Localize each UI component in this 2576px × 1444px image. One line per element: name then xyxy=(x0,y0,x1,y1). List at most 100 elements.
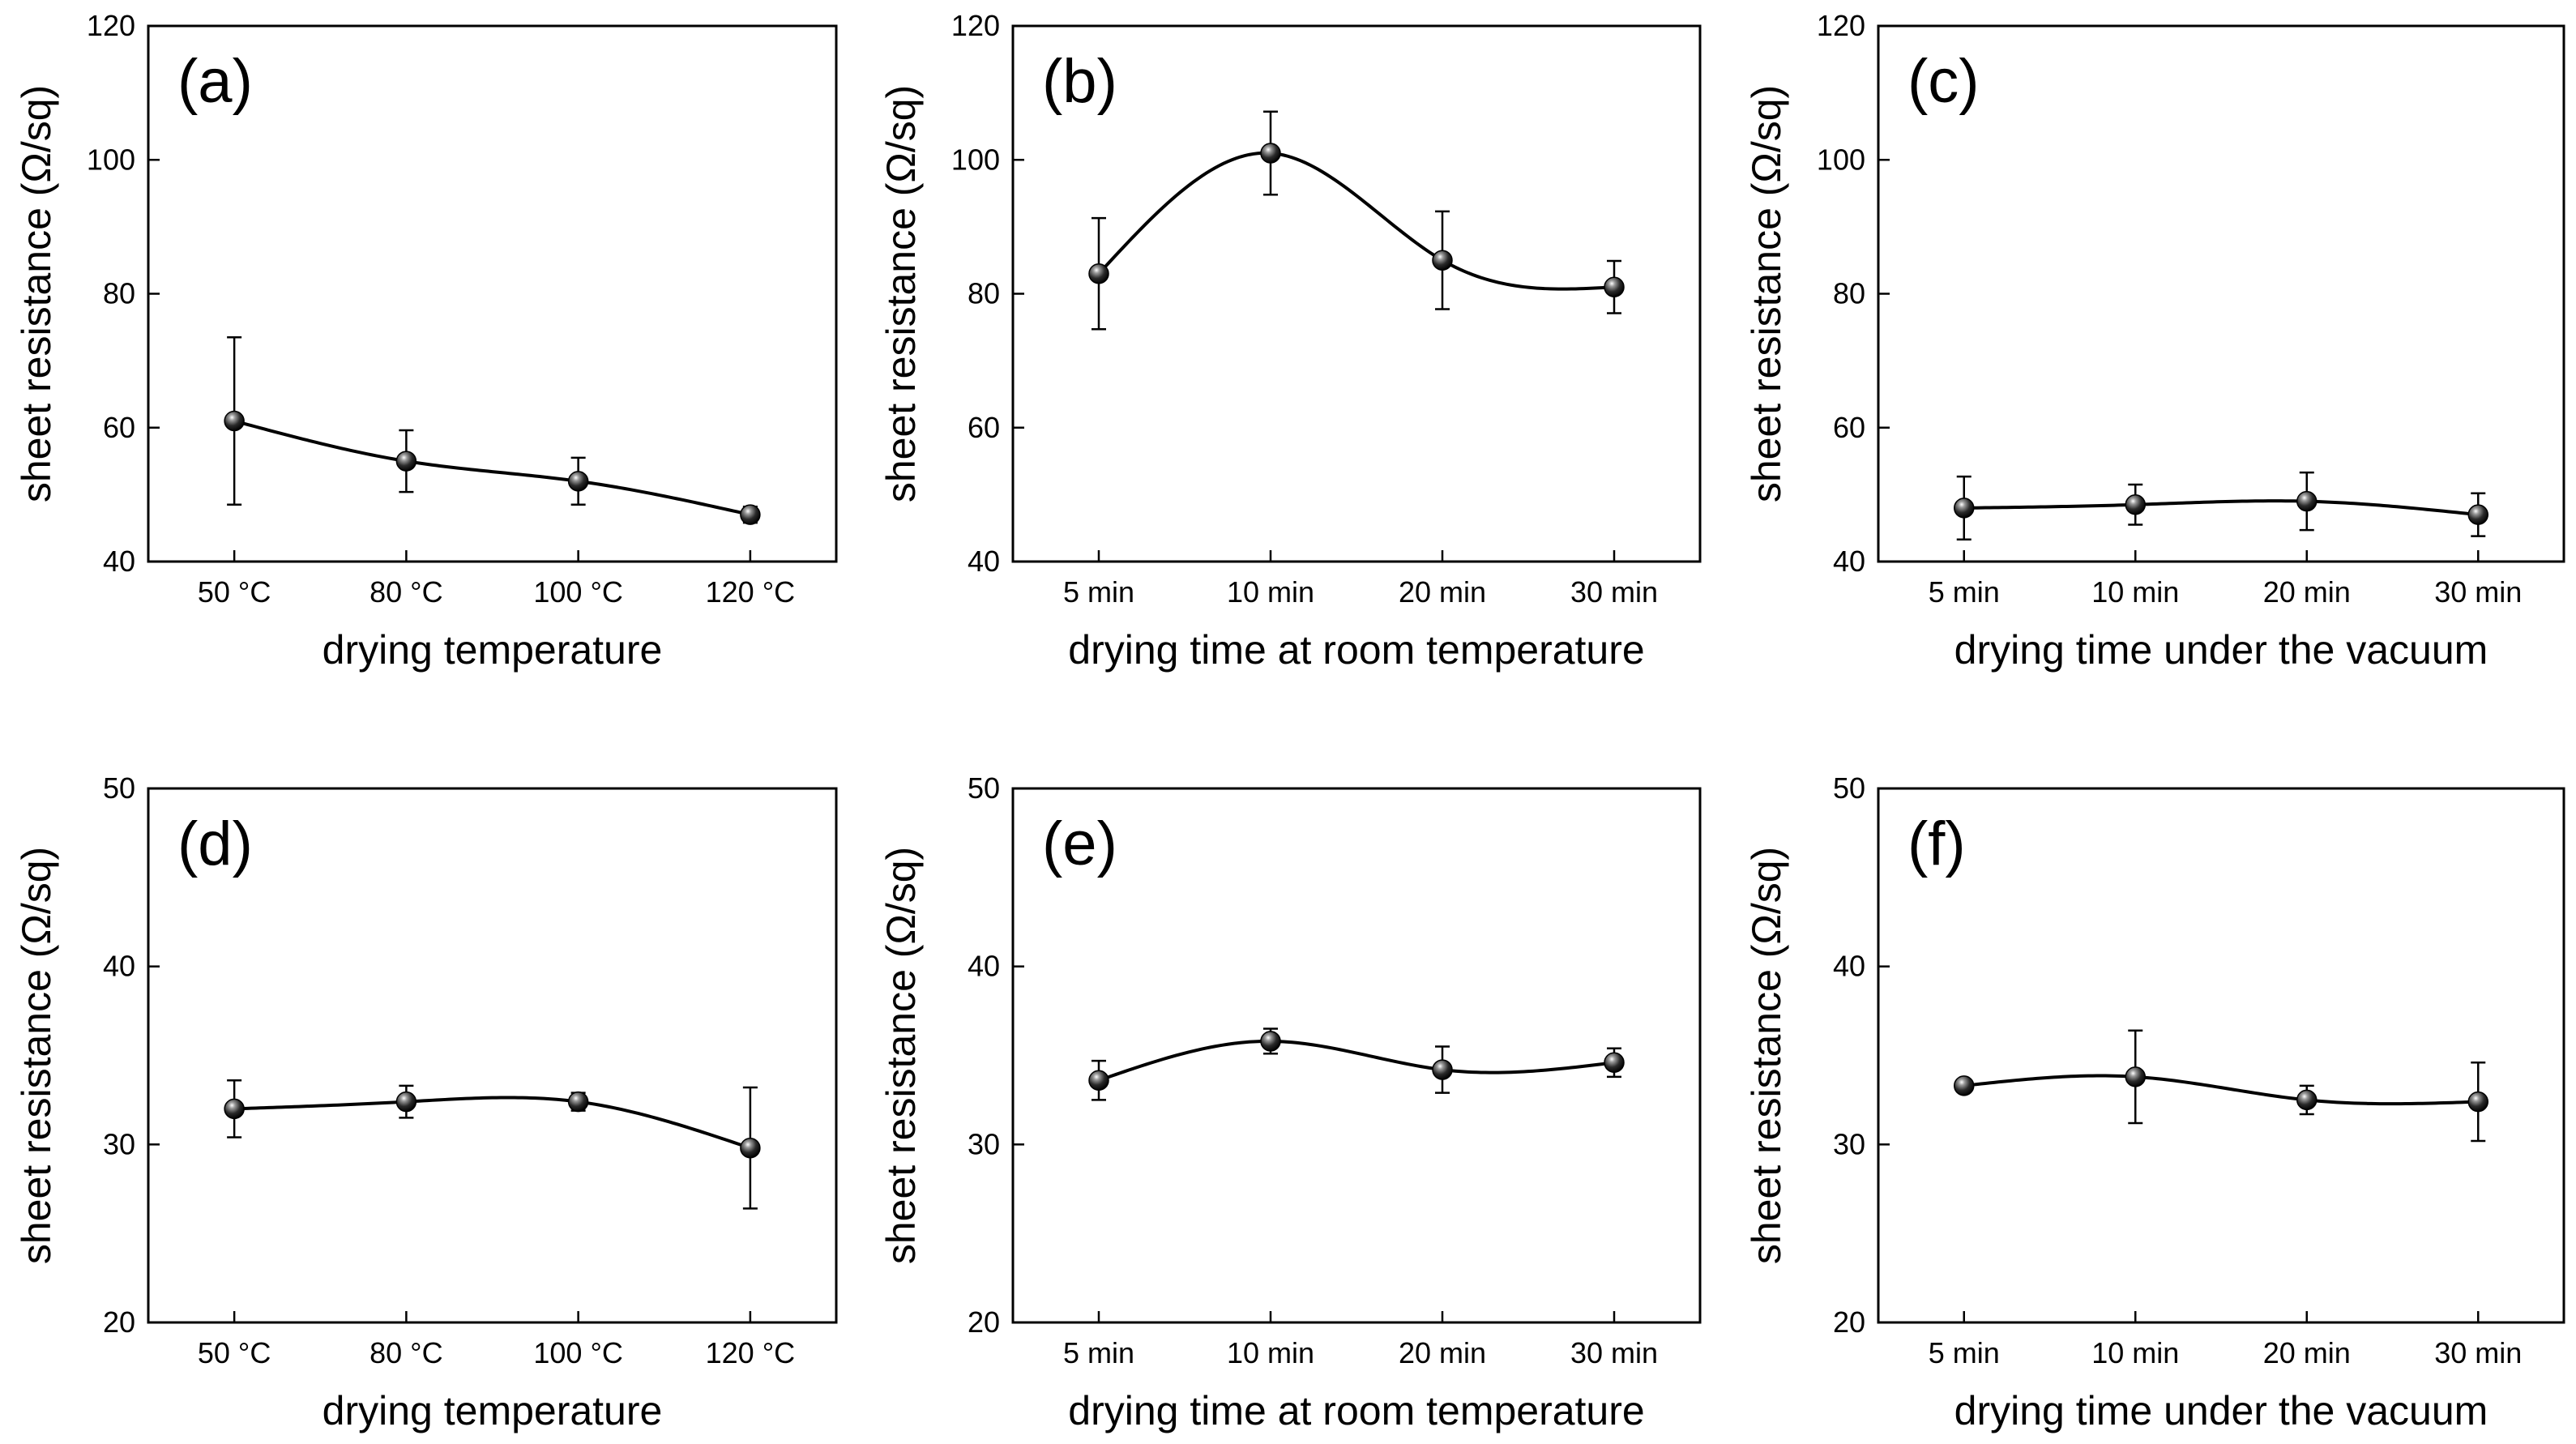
x-tick-label: 20 min xyxy=(2263,575,2351,609)
y-tick-label: 40 xyxy=(968,545,1000,578)
y-tick-label: 60 xyxy=(968,411,1000,444)
data-point xyxy=(2296,490,2318,512)
data-point xyxy=(567,471,589,492)
x-tick-label: 80 °C xyxy=(370,575,442,609)
data-point xyxy=(224,410,245,432)
x-tick-label: 120 °C xyxy=(706,1336,795,1369)
x-tick-label: 50 °C xyxy=(198,1336,271,1369)
data-point xyxy=(1954,1075,1975,1096)
data-point xyxy=(1260,143,1281,164)
x-tick-label: 30 min xyxy=(2434,1336,2522,1369)
x-tick-label: 10 min xyxy=(1227,575,1314,609)
plot-frame xyxy=(1011,787,1702,1324)
series-line xyxy=(1963,1074,2479,1106)
x-tick-label: 50 °C xyxy=(198,575,271,609)
series-line xyxy=(233,419,751,517)
y-tick-label: 40 xyxy=(103,545,135,578)
series-line xyxy=(1098,1039,1615,1083)
y-tick-label: 20 xyxy=(103,1305,135,1339)
x-tick-label: 10 min xyxy=(1227,1336,1314,1369)
data-point xyxy=(567,1091,589,1113)
x-tick-label: 30 min xyxy=(1570,1336,1658,1369)
data-point xyxy=(2125,1066,2146,1087)
y-tick-label: 120 xyxy=(1817,9,1865,42)
panel-label: (e) xyxy=(1042,810,1117,878)
x-tick-label: 10 min xyxy=(2091,575,2179,609)
y-tick-label: 30 xyxy=(968,1127,1000,1160)
data-point xyxy=(224,1098,245,1120)
series-line xyxy=(1097,151,1615,291)
y-tick-label: 50 xyxy=(103,771,135,805)
y-tick-label: 50 xyxy=(968,771,1000,805)
y-axis-label: sheet resistance (Ω/sq) xyxy=(878,847,924,1264)
y-tick-label: 120 xyxy=(951,9,1000,42)
data-point xyxy=(2467,504,2488,525)
y-tick-label: 100 xyxy=(1817,143,1865,176)
x-tick-label: 120 °C xyxy=(706,575,795,609)
y-tick-label: 40 xyxy=(1833,545,1865,578)
x-tick-label: 100 °C xyxy=(533,575,622,609)
plot-frame xyxy=(1877,787,2565,1324)
y-tick-label: 20 xyxy=(1833,1305,1865,1339)
data-point xyxy=(1432,250,1453,271)
y-axis-label: sheet resistance (Ω/sq) xyxy=(14,847,59,1264)
data-point xyxy=(1088,1070,1109,1092)
y-axis-label: sheet resistance (Ω/sq) xyxy=(878,85,924,502)
x-tick-label: 30 min xyxy=(2434,575,2522,609)
panel-f: 20 30 40 50 5 min 10 min 20 min 30 min drying ti… xyxy=(1744,771,2565,1433)
data-point xyxy=(395,1091,417,1113)
data-point xyxy=(740,1137,761,1159)
y-axis-label: sheet resistance (Ω/sq) xyxy=(1744,847,1789,1264)
x-tick-label: 80 °C xyxy=(370,1336,442,1369)
y-tick-label: 60 xyxy=(103,411,135,444)
panel-b: 40 60 80 100 120 5 min 10 min 20 min 30 min dryin… xyxy=(878,9,1702,673)
x-tick-label: 30 min xyxy=(1570,575,1658,609)
data-point xyxy=(1432,1059,1453,1080)
data-point xyxy=(2467,1091,2488,1113)
x-axis-label: drying temperature xyxy=(323,627,663,673)
y-tick-label: 40 xyxy=(1833,950,1865,983)
data-point xyxy=(1604,276,1625,297)
panel-d: 20 30 40 50 50 °C 80 °C 100 °C 120 °C drying tem… xyxy=(14,771,838,1433)
data-point xyxy=(740,504,761,525)
panel-label: (c) xyxy=(1907,47,1980,116)
x-tick-label: 10 min xyxy=(2091,1336,2179,1369)
panel-label: (a) xyxy=(177,47,253,116)
y-tick-label: 40 xyxy=(968,950,1000,983)
x-axis-label: drying time under the vacuum xyxy=(1954,1388,2488,1433)
y-tick-label: 100 xyxy=(87,143,135,176)
data-point xyxy=(1604,1052,1625,1074)
x-axis-label: drying time at room temperature xyxy=(1068,627,1644,673)
panel-c: 40 60 80 100 120 5 min 10 min 20 min 30 min dryin… xyxy=(1744,9,2565,673)
series-line xyxy=(234,1096,751,1150)
panel-label: (b) xyxy=(1042,47,1117,116)
x-tick-label: 5 min xyxy=(1063,575,1134,609)
plot-frame xyxy=(1877,24,2565,563)
y-tick-label: 80 xyxy=(968,277,1000,310)
x-axis-label: drying time under the vacuum xyxy=(1954,627,2488,673)
data-point xyxy=(1088,263,1109,284)
x-tick-label: 20 min xyxy=(1399,1336,1486,1369)
x-axis-label: drying temperature xyxy=(323,1388,663,1433)
plot-frame xyxy=(147,787,838,1324)
panel-e: 20 30 40 50 5 min 10 min 20 min 30 min drying ti… xyxy=(878,771,1702,1433)
panel-label: (d) xyxy=(177,810,253,878)
x-tick-label: 100 °C xyxy=(533,1336,622,1369)
y-tick-label: 60 xyxy=(1833,411,1865,444)
y-tick-label: 20 xyxy=(968,1305,1000,1339)
y-tick-label: 50 xyxy=(1833,771,1865,805)
y-axis-label: sheet resistance (Ω/sq) xyxy=(14,85,59,502)
x-tick-label: 5 min xyxy=(1929,1336,2000,1369)
data-point xyxy=(2125,494,2146,515)
series-line xyxy=(1963,499,2479,517)
data-point xyxy=(395,451,417,472)
data-point xyxy=(1954,498,1975,519)
x-tick-label: 5 min xyxy=(1063,1336,1134,1369)
panel-label: (f) xyxy=(1907,810,1966,878)
y-tick-label: 80 xyxy=(103,277,135,310)
y-tick-label: 30 xyxy=(1833,1127,1865,1160)
data-point xyxy=(2296,1089,2318,1111)
y-axis-label: sheet resistance (Ω/sq) xyxy=(1744,85,1789,502)
y-tick-label: 100 xyxy=(951,143,1000,176)
